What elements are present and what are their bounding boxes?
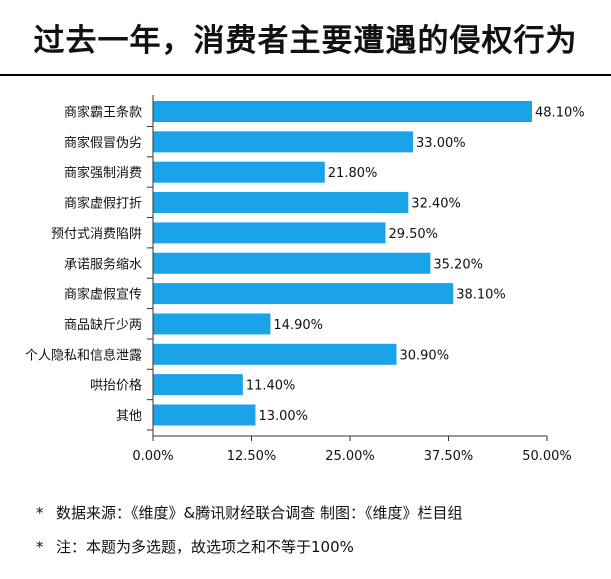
x-tick-label: 0.00% xyxy=(132,449,173,464)
x-tick-label: 37.50% xyxy=(424,449,474,464)
bar xyxy=(153,404,256,426)
bar xyxy=(153,222,386,244)
bar xyxy=(153,374,243,396)
value-label: 30.90% xyxy=(399,348,449,363)
category-label: 商品缺斤少两 xyxy=(64,318,142,333)
category-label: 商家霸王条款 xyxy=(64,105,142,121)
category-label: 承诺服务缩水 xyxy=(64,256,142,272)
x-tick-label: 25.00% xyxy=(325,449,375,464)
bar xyxy=(153,283,454,305)
x-tick-label: 12.50% xyxy=(227,449,277,464)
category-label: 预付式消费陷阱 xyxy=(51,227,142,242)
value-label: 48.10% xyxy=(535,106,585,121)
multiselect-note-text: 注：本题为多选题，故选项之和不等于100% xyxy=(56,538,354,556)
category-label: 商家假冒伪劣 xyxy=(64,135,142,151)
bar xyxy=(153,343,397,365)
bar xyxy=(153,131,414,153)
bar xyxy=(153,161,325,183)
chart-title: 过去一年，消费者主要遭遇的侵权行为 xyxy=(33,22,578,59)
bar xyxy=(153,252,431,274)
title-divider xyxy=(0,74,611,76)
note-bullet: * xyxy=(36,504,44,522)
value-label: 32.40% xyxy=(411,197,461,212)
value-label: 14.90% xyxy=(273,318,323,333)
value-label: 11.40% xyxy=(246,379,296,394)
x-tick-label: 50.00% xyxy=(522,449,572,464)
bar-chart: 商家霸王条款 48.10% 商家假冒伪劣 33.00% 商家强制消费 21.80% 商家虚假… xyxy=(25,95,585,464)
category-label: 商家强制消费 xyxy=(64,165,142,181)
source-note: * 数据来源：《维度》&腾讯财经联合调查 制图：《维度》栏目组 xyxy=(36,502,462,523)
value-label: 21.80% xyxy=(328,166,378,181)
source-note-text: 数据来源：《维度》&腾讯财经联合调查 制图：《维度》栏目组 xyxy=(56,504,463,522)
category-label: 哄抬价格 xyxy=(90,378,142,394)
value-label: 29.50% xyxy=(388,227,438,242)
bar xyxy=(153,313,271,335)
value-label: 13.00% xyxy=(258,409,308,424)
value-label: 38.10% xyxy=(456,288,506,303)
multiselect-note: * 注：本题为多选题，故选项之和不等于100% xyxy=(36,536,354,557)
value-label: 33.00% xyxy=(416,136,466,151)
bar xyxy=(153,192,409,214)
category-label: 个人隐私和信息泄露 xyxy=(25,347,142,363)
category-label: 商家虚假宣传 xyxy=(64,287,142,303)
category-label: 商家虚假打折 xyxy=(64,196,142,212)
value-label: 35.20% xyxy=(433,257,483,272)
category-label: 其他 xyxy=(116,409,142,424)
bar xyxy=(153,101,533,122)
note-bullet: * xyxy=(36,538,44,556)
